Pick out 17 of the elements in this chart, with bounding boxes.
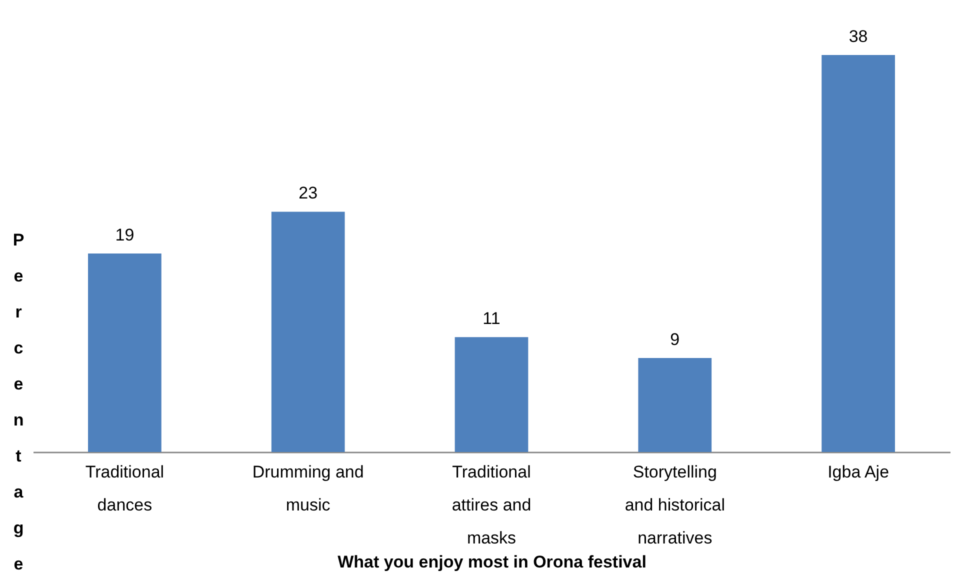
x-tick-label: Traditional dances [85,462,164,514]
data-label: 11 [482,309,500,328]
data-label: 23 [298,184,318,203]
x-tick-label: Drumming and music [252,462,364,514]
text: Percentage [12,230,24,574]
x-tick-label: Traditional attires and masks [452,462,532,548]
x-axis-title: What you enjoy most in Orona festival [338,552,646,572]
bar [271,212,345,452]
bar [638,358,712,452]
data-label: 19 [115,226,134,244]
bar [454,337,528,452]
data-label: 9 [670,330,680,349]
data-label: 38 [848,27,868,46]
x-tick-label: Storytelling and historical narratives [624,462,725,548]
bar [822,55,895,452]
bar [88,254,162,452]
x-tick-label: Igba Aje [828,462,890,482]
